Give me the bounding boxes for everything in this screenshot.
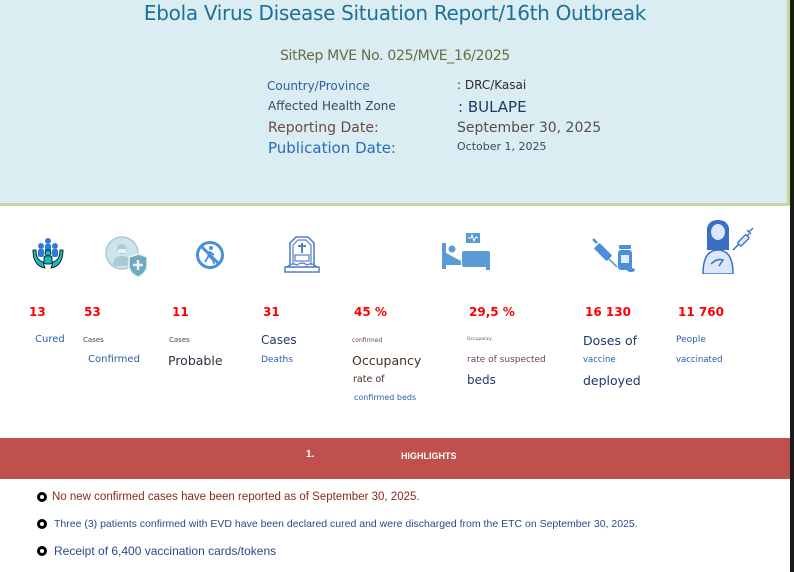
report-header: Ebola Virus Disease Situation Report/16t… bbox=[0, 0, 790, 206]
suspected-occupancy-label-line2: rate of suspected bbox=[467, 355, 546, 365]
section-title: HIGHLIGHTS bbox=[401, 451, 457, 461]
highlight-item: Three (3) patients confirmed with EVD ha… bbox=[37, 518, 638, 530]
no-walking-icon bbox=[195, 240, 225, 275]
sitrep-number: SitRep MVE No. 025/MVE_16/2025 bbox=[279, 48, 511, 64]
publication-date-value: October 1, 2025 bbox=[457, 140, 547, 153]
suspected-occupancy-label-line3: beds bbox=[467, 373, 496, 387]
deaths-label-line1: Cases bbox=[261, 333, 297, 347]
country-province-label: Country/Province bbox=[267, 79, 370, 93]
confirmed-count: 53 bbox=[84, 305, 101, 319]
probable-label-line1: Cases bbox=[169, 336, 190, 344]
hospital-bed-icon bbox=[441, 233, 493, 276]
doses-deployed-count: 16 130 bbox=[585, 305, 631, 319]
highlight-item: Receipt of 6,400 vaccination cards/token… bbox=[37, 544, 276, 558]
vaccinated-label-line2: vaccinated bbox=[676, 355, 723, 365]
vaccinated-label-line1: People bbox=[676, 335, 706, 345]
cured-count: 13 bbox=[29, 305, 46, 319]
highlight-text: Three (3) patients confirmed with EVD ha… bbox=[54, 518, 638, 530]
publication-date-label: Publication Date: bbox=[268, 139, 396, 157]
health-zone-value: : BULAPE bbox=[458, 98, 527, 116]
people-vaccinated-count: 11 760 bbox=[678, 305, 724, 319]
health-zone-label: Affected Health Zone bbox=[268, 99, 396, 113]
country-province-value: : DRC/Kasai bbox=[457, 78, 527, 92]
confirmed-occupancy-label-line4: confirmed beds bbox=[354, 393, 417, 402]
deaths-count: 31 bbox=[263, 305, 280, 319]
suspected-occupancy-rate: 29,5 % bbox=[469, 305, 515, 319]
suspected-occupancy-label-line1: Occupancy bbox=[467, 337, 492, 342]
vaccinated-person-icon bbox=[701, 220, 755, 279]
highlight-text: No new confirmed cases have been reporte… bbox=[52, 491, 420, 503]
report-title: Ebola Virus Disease Situation Report/16t… bbox=[143, 1, 647, 25]
doses-label-line2: vaccine bbox=[583, 355, 616, 365]
bullet-icon bbox=[37, 519, 47, 529]
probable-count: 11 bbox=[172, 305, 189, 319]
deaths-label-line2: Deaths bbox=[261, 355, 293, 365]
tombstone-icon bbox=[282, 235, 322, 280]
page-edge bbox=[790, 0, 794, 572]
reporting-date-label: Reporting Date: bbox=[268, 120, 379, 136]
confirmed-occupancy-rate: 45 % bbox=[354, 305, 387, 319]
syringe-vial-icon bbox=[591, 237, 643, 278]
confirmed-label-line2: Confirmed bbox=[88, 354, 140, 365]
reporting-date-value: September 30, 2025 bbox=[457, 120, 602, 136]
doses-label-line1: Doses of bbox=[583, 333, 638, 348]
cured-label: Cured bbox=[35, 334, 65, 345]
highlights-banner: 1. HIGHLIGHTS bbox=[0, 438, 790, 479]
bullet-icon bbox=[37, 546, 47, 556]
confirmed-occupancy-label-line1: confirmed bbox=[352, 337, 383, 344]
confirmed-occupancy-label-line3: rate of bbox=[353, 374, 385, 385]
highlight-text: Receipt of 6,400 vaccination cards/token… bbox=[54, 544, 277, 558]
confirmed-occupancy-label-line2: Occupancy bbox=[352, 353, 422, 368]
doses-label-line3: deployed bbox=[583, 373, 641, 388]
bullet-icon bbox=[37, 492, 47, 502]
people-in-hands-icon bbox=[31, 236, 65, 275]
probable-label-line2: Probable bbox=[168, 353, 223, 368]
masked-person-shield-icon bbox=[104, 235, 148, 284]
confirmed-label-line1: Cases bbox=[83, 336, 104, 344]
highlight-item: No new confirmed cases have been reporte… bbox=[37, 491, 420, 503]
section-number: 1. bbox=[306, 449, 315, 460]
